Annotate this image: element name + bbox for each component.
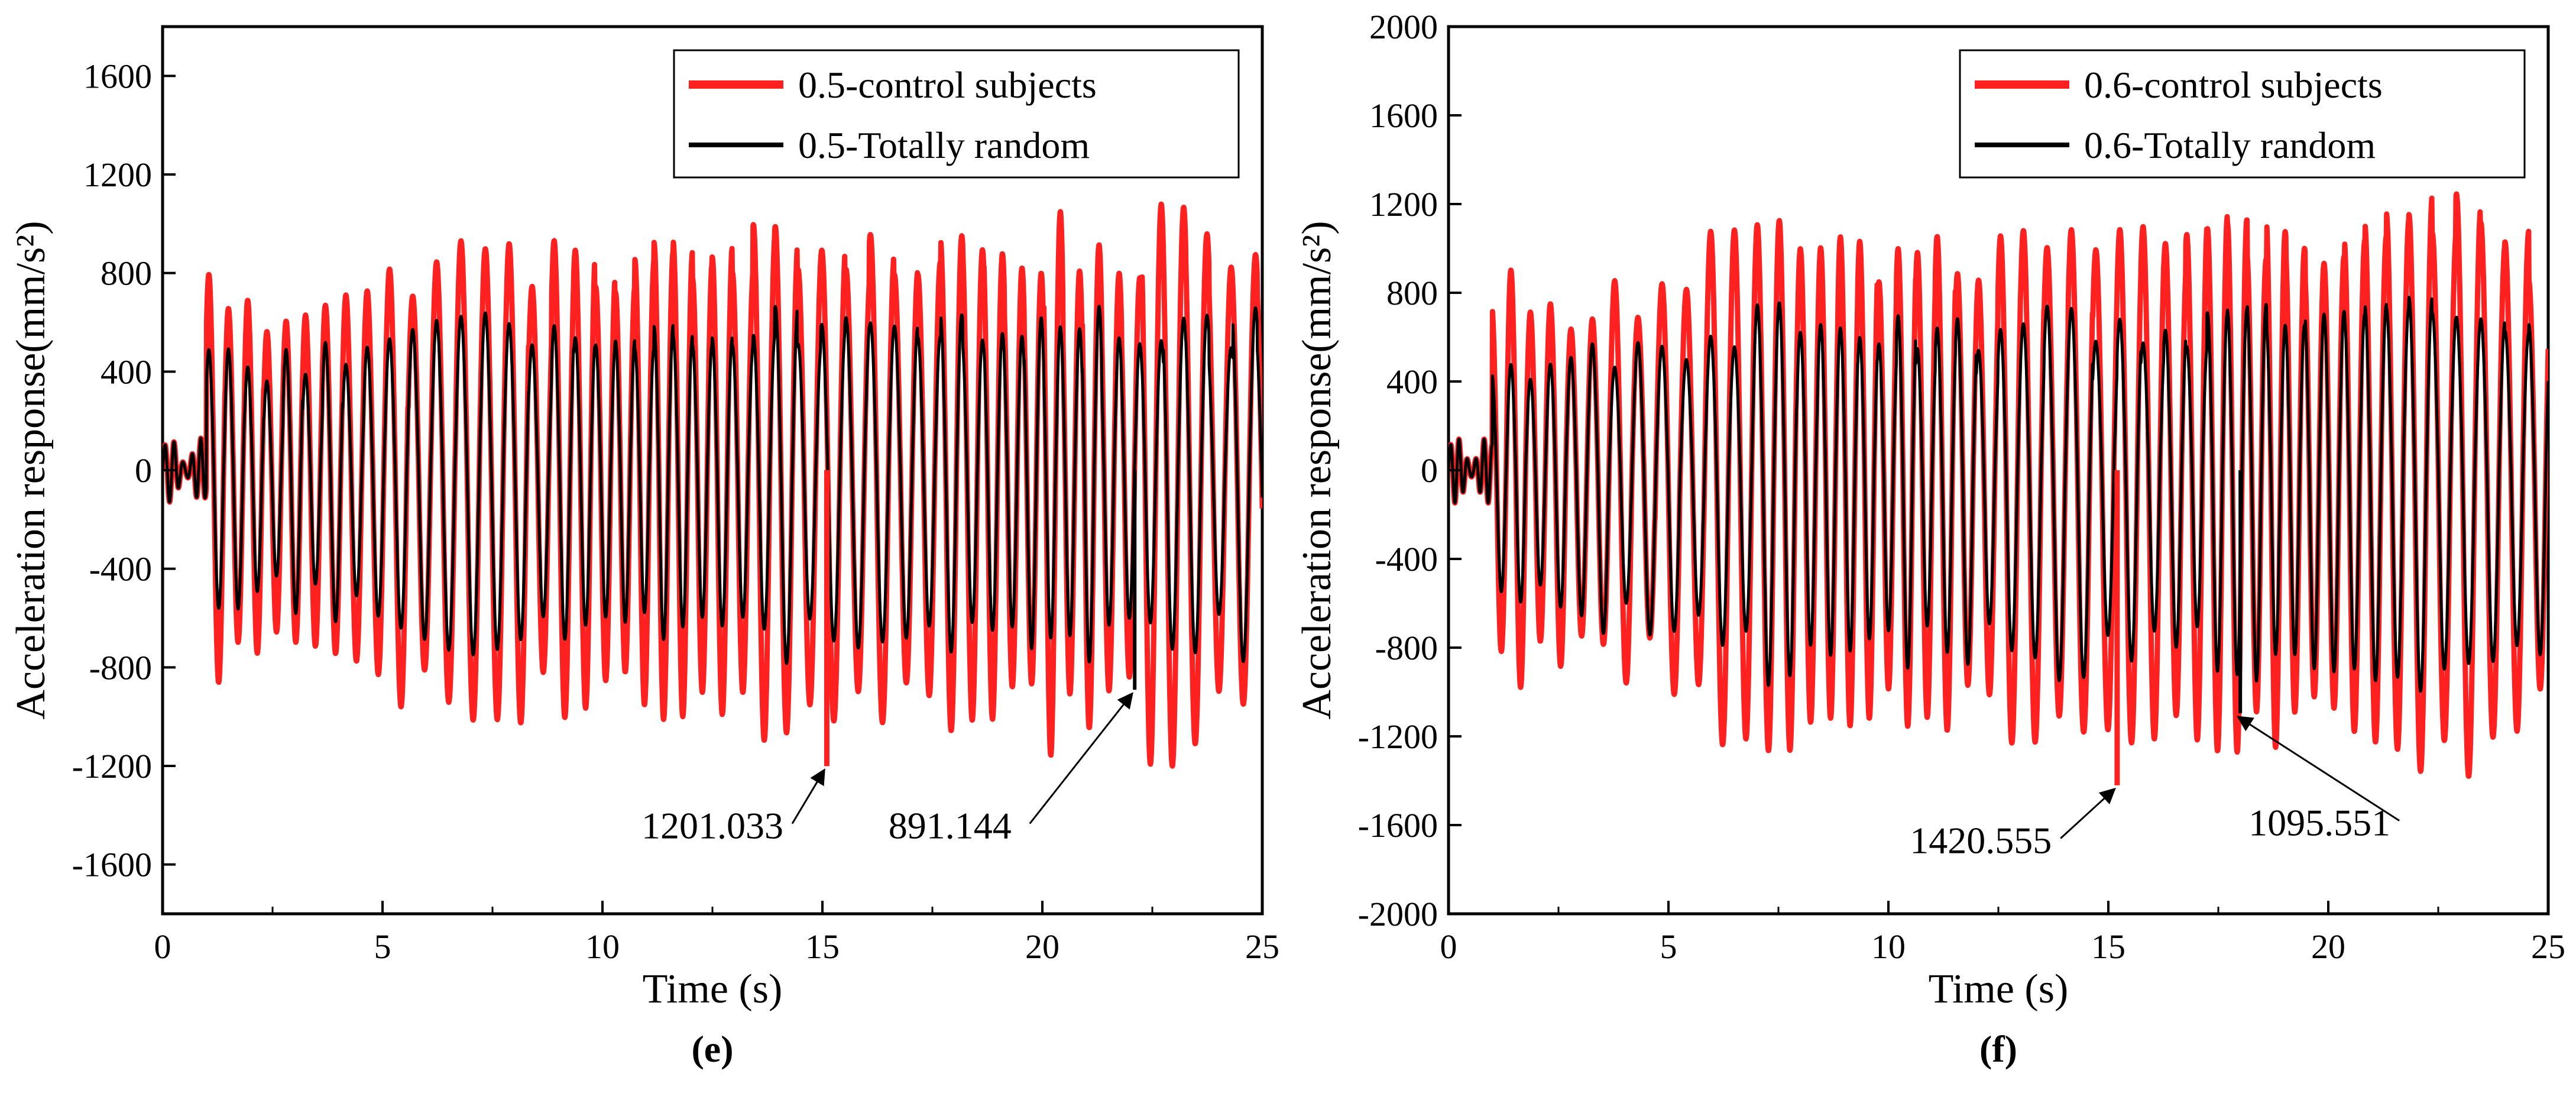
y-tick-label: -800 bbox=[89, 648, 152, 687]
y-tick-label: -1600 bbox=[72, 846, 152, 884]
y-tick-label: 1200 bbox=[83, 156, 152, 194]
x-axis-label: Time (s) bbox=[1929, 966, 2069, 1012]
annotation-label: 1201.033 bbox=[641, 805, 783, 847]
y-tick-label: 400 bbox=[1386, 363, 1438, 401]
legend-entry-control: 0.6-control subjects bbox=[2084, 64, 2383, 106]
x-tick-label: 10 bbox=[1871, 927, 1906, 966]
y-tick-label: 400 bbox=[101, 353, 152, 391]
y-tick-label: -400 bbox=[89, 550, 152, 588]
annotation-arrow bbox=[791, 768, 825, 824]
y-tick-label: -2000 bbox=[1358, 895, 1438, 933]
legend-entry-control: 0.5-control subjects bbox=[798, 64, 1097, 106]
x-tick-label: 20 bbox=[2311, 927, 2345, 966]
panel-label: (e) bbox=[691, 1028, 733, 1070]
panel-label: (f) bbox=[1979, 1028, 2017, 1070]
y-tick-label: 2000 bbox=[1369, 8, 1438, 46]
y-tick-label: -1200 bbox=[1358, 717, 1438, 756]
chart-panel-f: 0 5 10 15 20 25 -2000 -1600 -1200 -800 -400 0 400 800… bbox=[1294, 8, 2565, 1070]
x-tick-label: 5 bbox=[374, 927, 391, 966]
y-tick-label: 1200 bbox=[1369, 185, 1438, 224]
y-tick-label: -800 bbox=[1375, 629, 1438, 667]
x-tick-label: 25 bbox=[1245, 927, 1279, 966]
y-tick-label: -1600 bbox=[1358, 806, 1438, 845]
y-tick-label: -1200 bbox=[72, 747, 152, 785]
legend-entry-random: 0.5-Totally random bbox=[798, 124, 1090, 166]
series-line-control bbox=[163, 201, 1262, 769]
legend: 0.6-control subjects 0.6-Totally random bbox=[1959, 49, 2526, 179]
annotation-arrow bbox=[1029, 692, 1133, 824]
legend-entry-random: 0.6-Totally random bbox=[2084, 124, 2376, 166]
x-axis-label: Time (s) bbox=[643, 966, 783, 1012]
y-tick-label: 0 bbox=[135, 451, 152, 490]
x-tick-label: 0 bbox=[154, 927, 171, 966]
annotation-arrow bbox=[2060, 787, 2116, 839]
annotation-label: 1095.551 bbox=[2248, 802, 2390, 844]
annotation-label: 891.144 bbox=[889, 805, 1012, 847]
y-tick-label: 1600 bbox=[1369, 96, 1438, 135]
x-tick-label: 20 bbox=[1025, 927, 1059, 966]
y-tick-label: 0 bbox=[1421, 451, 1438, 490]
x-tick-label: 5 bbox=[1660, 927, 1677, 966]
y-axis-label: Acceleration response(mm/s²) bbox=[8, 221, 54, 719]
annotation-label: 1420.555 bbox=[1910, 820, 2052, 862]
annotation-arrow bbox=[2236, 716, 2400, 822]
y-axis-label: Acceleration response(mm/s²) bbox=[1294, 221, 1340, 719]
series-line-random bbox=[163, 305, 1262, 665]
y-tick-label: 1600 bbox=[83, 57, 152, 95]
chart-panel-e: 0 5 10 15 20 25 -1600 -1200 -800 -400 0 400 800 1200 1… bbox=[8, 25, 1279, 1070]
series-line-random bbox=[1449, 296, 2548, 693]
x-tick-label: 25 bbox=[2531, 927, 2565, 966]
y-tick-label: 800 bbox=[101, 254, 152, 293]
legend: 0.5-control subjects 0.5-Totally random bbox=[673, 49, 1240, 179]
y-tick-label: 800 bbox=[1386, 274, 1438, 312]
x-tick-label: 15 bbox=[2091, 927, 2125, 966]
y-tick-label: -400 bbox=[1375, 540, 1438, 578]
x-tick-label: 15 bbox=[805, 927, 840, 966]
x-tick-label: 10 bbox=[585, 927, 620, 966]
series-line-control bbox=[1449, 191, 2548, 779]
x-tick-label: 0 bbox=[1440, 927, 1457, 966]
